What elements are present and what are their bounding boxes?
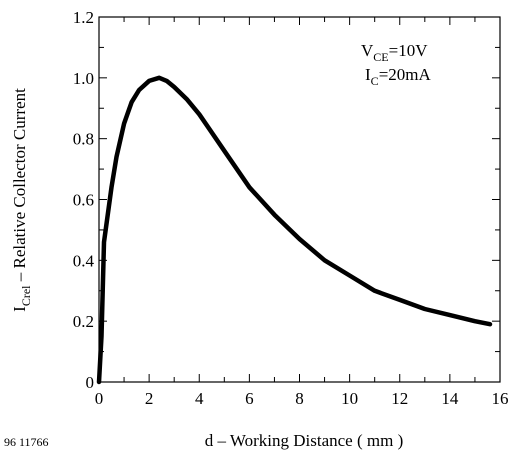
plot-frame bbox=[98, 16, 501, 383]
x-tick-label: 14 bbox=[441, 389, 459, 408]
annotation-ic-sub: C bbox=[371, 74, 379, 88]
annotation-vce-main: V bbox=[361, 41, 374, 60]
x-axis-title: d – Working Distance ( mm ) bbox=[205, 431, 404, 450]
y-axis-title-main: I bbox=[10, 306, 29, 312]
annotation-vce: VCE=10V bbox=[361, 41, 428, 64]
x-tick-label: 8 bbox=[295, 389, 304, 408]
annotation-ic-main: I bbox=[365, 65, 371, 84]
tick-marks bbox=[98, 16, 501, 383]
y-tick-label: 0.4 bbox=[73, 251, 95, 270]
figure-code: 96 11766 bbox=[4, 435, 49, 449]
y-tick-label: 0 bbox=[86, 373, 95, 392]
x-tick-label: 6 bbox=[245, 389, 254, 408]
x-tick-label: 2 bbox=[145, 389, 154, 408]
annotation-vce-sub: CE bbox=[373, 50, 388, 64]
tick-labels: 0 2 4 6 8 10 12 14 16 0 0.2 0.4 0.6 0.8 1.0 1.2 bbox=[73, 8, 509, 408]
y-axis-title-rest: – Relative Collector Current bbox=[10, 88, 29, 286]
x-tick-label: 4 bbox=[195, 389, 204, 408]
annotation-ic: IC=20mA bbox=[365, 65, 431, 88]
x-tick-label: 10 bbox=[341, 389, 358, 408]
x-tick-label: 0 bbox=[95, 389, 104, 408]
y-tick-label: 0.2 bbox=[73, 312, 94, 331]
y-tick-label: 1.0 bbox=[73, 69, 94, 88]
y-tick-label: 1.2 bbox=[73, 8, 94, 27]
y-axis-title: ICrel – Relative Collector Current bbox=[10, 88, 33, 312]
annotation-ic-value: =20mA bbox=[379, 65, 432, 84]
y-axis-title-sub: Crel bbox=[19, 285, 33, 306]
x-tick-label: 12 bbox=[391, 389, 408, 408]
x-tick-label: 16 bbox=[492, 389, 509, 408]
series-line bbox=[96, 75, 493, 385]
y-tick-label: 0.6 bbox=[73, 191, 94, 210]
annotation-vce-value: =10V bbox=[389, 41, 429, 60]
y-tick-label: 0.8 bbox=[73, 130, 94, 149]
